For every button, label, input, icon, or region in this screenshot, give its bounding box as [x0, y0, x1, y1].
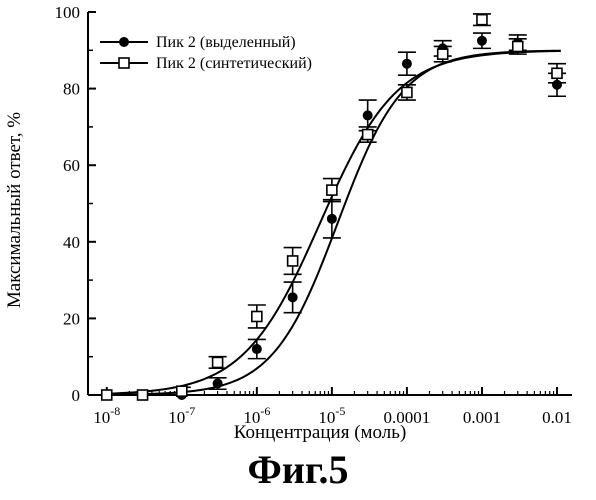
- legend-label: Пик 2 (синтетический): [156, 55, 312, 72]
- marker-filled-circle: [252, 344, 262, 354]
- dose-response-chart: 02040608010010-810-710-610-50.00010.0010…: [0, 0, 596, 445]
- y-axis-label: Максимальный ответ, %: [4, 112, 25, 308]
- legend-marker-circle: [119, 37, 129, 47]
- y-tick-label: 20: [63, 309, 80, 328]
- marker-open-square: [252, 311, 262, 321]
- marker-open-square: [213, 357, 223, 367]
- marker-filled-circle: [402, 59, 412, 69]
- marker-open-square: [102, 390, 112, 400]
- marker-open-square: [513, 41, 523, 51]
- y-tick-label: 80: [63, 80, 80, 99]
- point-isolated: [323, 200, 341, 238]
- marker-open-square: [288, 256, 298, 266]
- x-tick-label: 0.01: [542, 408, 572, 427]
- y-tick-label: 100: [55, 3, 81, 22]
- marker-open-square: [327, 185, 337, 195]
- axis-ticks: 02040608010010-810-710-610-50.00010.0010…: [55, 3, 572, 427]
- y-tick-label: 40: [63, 233, 80, 252]
- point-isolated: [398, 52, 416, 75]
- figure-caption: Фиг.5: [0, 446, 596, 493]
- x-tick-label: 10-8: [93, 404, 120, 427]
- marker-open-square: [438, 49, 448, 59]
- marker-open-square: [402, 87, 412, 97]
- marker-open-square: [363, 130, 373, 140]
- legend-label: Пик 2 (выделенный): [156, 34, 296, 51]
- marker-open-square: [138, 390, 148, 400]
- marker-filled-circle: [363, 110, 373, 120]
- marker-open-square: [477, 15, 487, 25]
- point-synthetic: [209, 357, 227, 368]
- point-synthetic: [248, 305, 266, 328]
- point-isolated: [248, 339, 266, 358]
- y-tick-label: 0: [72, 386, 81, 405]
- point-synthetic: [473, 14, 491, 25]
- point-synthetic: [102, 390, 112, 400]
- legend-marker-square: [119, 58, 129, 68]
- point-synthetic: [138, 390, 148, 400]
- y-tick-label: 60: [63, 156, 80, 175]
- x-tick-label: 10-7: [168, 404, 195, 427]
- marker-filled-circle: [288, 292, 298, 302]
- point-synthetic: [434, 46, 452, 61]
- point-isolated: [473, 33, 491, 48]
- marker-open-square: [177, 386, 187, 396]
- legend: Пик 2 (выделенный) Пик 2 (синтетический): [100, 34, 312, 72]
- marker-filled-circle: [327, 214, 337, 224]
- marker-open-square: [552, 68, 562, 78]
- point-isolated: [284, 282, 302, 313]
- marker-filled-circle: [213, 379, 223, 389]
- x-axis-label: Концентрация (моль): [234, 422, 407, 443]
- marker-filled-circle: [477, 36, 487, 46]
- x-tick-label: 0.001: [463, 408, 501, 427]
